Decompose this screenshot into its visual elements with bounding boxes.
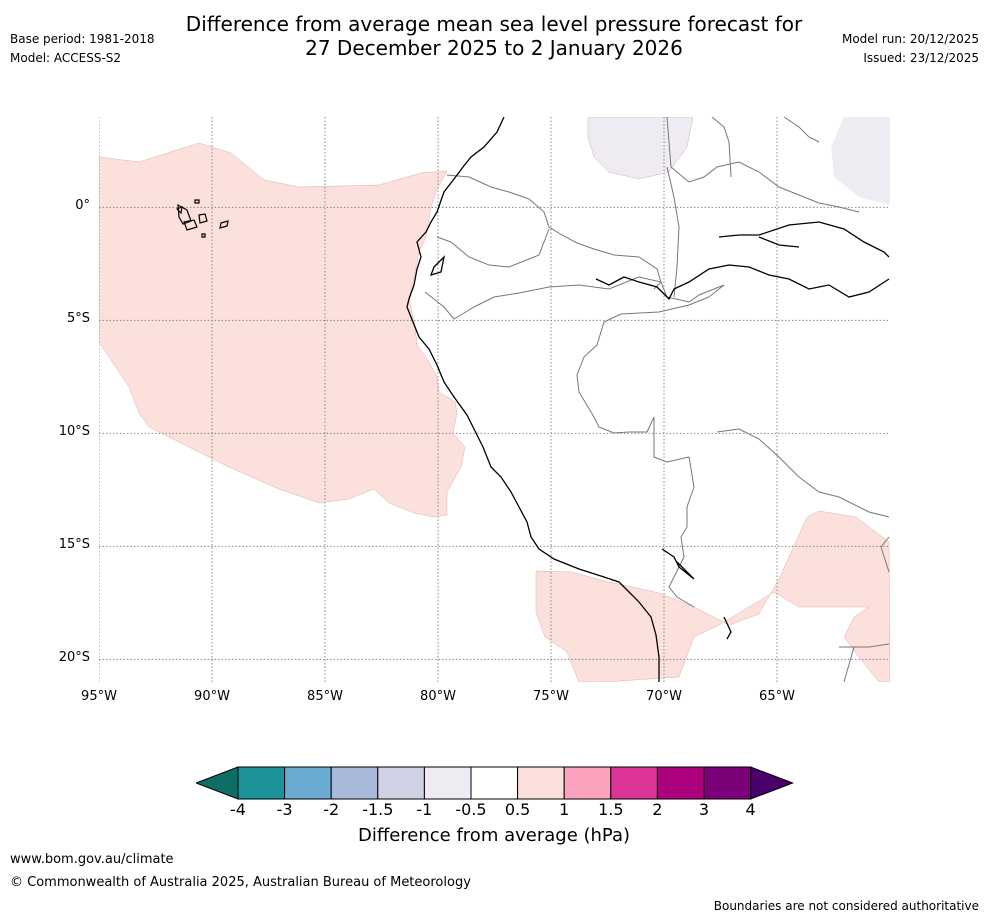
colorbar-tick-label: -1.5 bbox=[362, 800, 394, 819]
colorbar-tick-label: -0.5 bbox=[455, 800, 487, 819]
issued-date: Issued: 23/12/2025 bbox=[863, 51, 979, 65]
longitude-label: 65°W bbox=[759, 689, 795, 704]
longitude-label: 70°W bbox=[646, 689, 682, 704]
colorbar-segment bbox=[377, 766, 425, 800]
forecast-map bbox=[99, 117, 890, 682]
base-period: Base period: 1981-2018 bbox=[10, 32, 155, 46]
latitude-label: 0° bbox=[75, 198, 90, 214]
colorbar-tick-label: 2 bbox=[652, 800, 663, 819]
colorbar-segment bbox=[423, 766, 472, 800]
colorbar-tick-label: -1 bbox=[416, 800, 433, 819]
title-line-2: 27 December 2025 to 2 January 2026 bbox=[305, 36, 683, 60]
colorbar-tick-label: 1.5 bbox=[598, 800, 624, 819]
colorbar-segment bbox=[563, 766, 612, 800]
latitude-label: 15°S bbox=[58, 537, 90, 553]
longitude-label: 90°W bbox=[194, 689, 230, 704]
colorbar-segment bbox=[517, 766, 565, 800]
longitude-label: 80°W bbox=[420, 689, 456, 704]
model-name: Model: ACCESS-S2 bbox=[10, 51, 122, 65]
colorbar-segment bbox=[470, 766, 519, 800]
colorbar-tick-label: 3 bbox=[698, 800, 710, 819]
colorbar-tick-label: -3 bbox=[276, 800, 293, 819]
colorbar-title: Difference from average (hPa) bbox=[357, 825, 631, 846]
colorbar-arrow-high bbox=[750, 766, 794, 800]
coastlines bbox=[406, 117, 890, 682]
amazon-negative-anomaly bbox=[587, 117, 694, 180]
latitude-label: 5°S bbox=[66, 311, 90, 327]
gridlines bbox=[99, 117, 890, 682]
country-borders bbox=[424, 117, 890, 682]
colorbar-segment bbox=[703, 766, 752, 800]
altiplano-positive-anomaly bbox=[535, 510, 890, 682]
chart-title: Difference from average mean sea level p… bbox=[0, 12, 988, 60]
colorbar-segment bbox=[237, 766, 286, 800]
colorbar-arrow-low bbox=[196, 766, 239, 800]
model-run: Model run: 20/12/2025 bbox=[841, 32, 979, 46]
colorbar-segment bbox=[330, 766, 379, 800]
copyright-notice: © Commonwealth of Australia 2025, Austra… bbox=[10, 875, 471, 890]
title-line-1: Difference from average mean sea level p… bbox=[185, 12, 803, 36]
longitude-label: 95°W bbox=[81, 689, 117, 704]
colorbar-tick-label: 4 bbox=[745, 800, 756, 819]
pacific-positive-anomaly bbox=[99, 142, 466, 518]
colorbar-tick-label: 0.5 bbox=[504, 800, 531, 819]
boundaries-disclaimer: Boundaries are not considered authoritat… bbox=[713, 899, 979, 913]
latitude-label: 20°S bbox=[58, 650, 90, 666]
colorbar-segment bbox=[284, 766, 332, 800]
longitude-label: 85°W bbox=[307, 689, 343, 704]
colorbar-tick-label: 1 bbox=[559, 800, 570, 819]
latitude-label: 10°S bbox=[58, 424, 90, 440]
amazon-negative-anomaly-east bbox=[831, 117, 890, 205]
longitude-label: 75°W bbox=[533, 689, 569, 704]
colorbar-segment bbox=[610, 766, 658, 800]
colorbar bbox=[196, 766, 794, 800]
colorbar-tick-label: -4 bbox=[230, 800, 246, 819]
website-link[interactable]: www.bom.gov.au/climate bbox=[10, 852, 174, 867]
galapagos-islands bbox=[175, 199, 229, 238]
colorbar-tick-label: -2 bbox=[323, 800, 340, 819]
colorbar-segment bbox=[656, 766, 705, 800]
